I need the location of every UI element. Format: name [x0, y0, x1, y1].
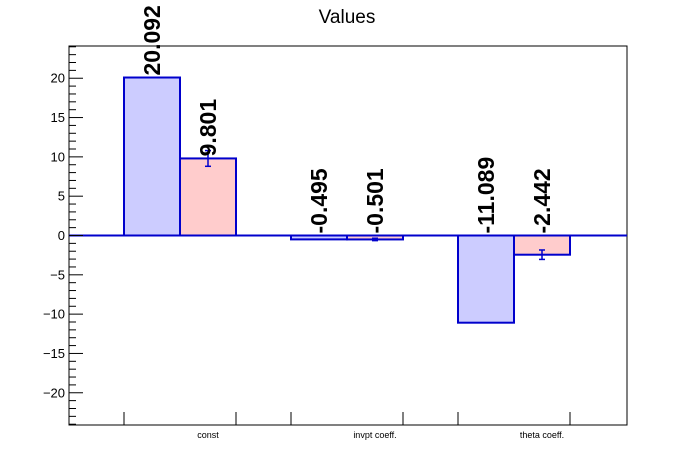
- data-label: 20.092: [139, 5, 165, 75]
- bar-s1-const: [123, 76, 181, 237]
- data-label: -2.442: [529, 168, 555, 233]
- data-label: -0.501: [362, 168, 388, 233]
- x-axis: const invpt coeff. theta coeff.: [123, 412, 571, 440]
- data-labels-layer: 20.092 -0.495 -11.089 9.801 -0.501 -2.442: [139, 5, 555, 233]
- y-tick-label: −20: [43, 385, 65, 400]
- y-tick-label: 20: [51, 71, 65, 86]
- y-tick-label: 0: [58, 228, 65, 243]
- y-tick-label: −15: [43, 346, 65, 361]
- x-tick-label: invpt coeff.: [353, 430, 396, 440]
- bar-s2-const: [179, 157, 237, 237]
- y-tick-label: −5: [50, 267, 65, 282]
- y-tick-label: 15: [51, 110, 65, 125]
- bar-s1-theta-coeff-: [457, 234, 515, 324]
- y-tick-label: −10: [43, 307, 65, 322]
- data-label: -11.089: [473, 157, 499, 234]
- x-tick-label: theta coeff.: [520, 430, 564, 440]
- data-label: 9.801: [195, 99, 221, 157]
- x-tick-label: const: [197, 430, 219, 440]
- y-axis: −20 −15 −10 −5 0 5 10 15 20: [43, 46, 83, 425]
- bars-layer: [69, 76, 627, 324]
- y-tick-label: 5: [58, 189, 65, 204]
- data-label: -0.495: [306, 168, 332, 233]
- y-tick-label: 10: [51, 149, 65, 164]
- chart-title: Values: [319, 7, 376, 28]
